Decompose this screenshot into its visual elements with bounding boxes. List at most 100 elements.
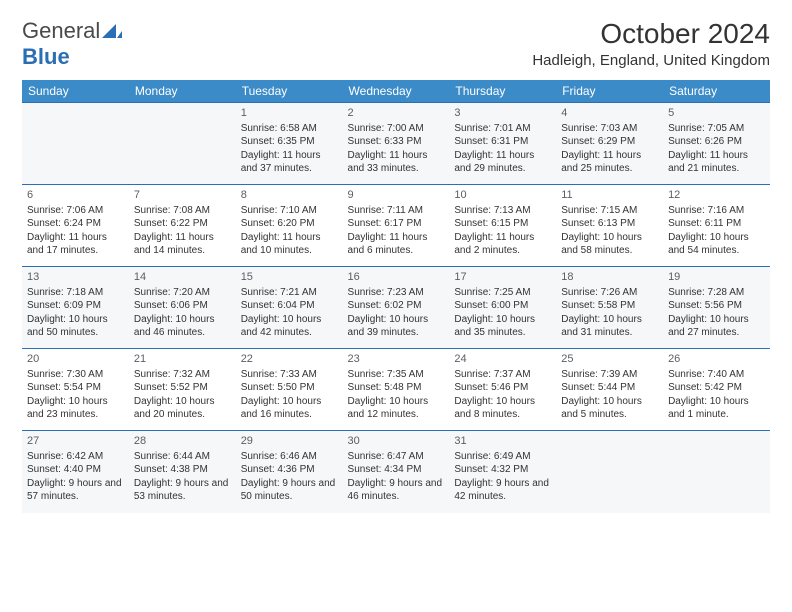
day-number: 21 [134, 352, 231, 367]
day-number: 9 [348, 188, 445, 203]
sunrise-line: Sunrise: 6:58 AM [241, 122, 338, 136]
daylight-line: Daylight: 10 hours and 1 minute. [668, 395, 765, 422]
calendar-day-cell: 18Sunrise: 7:26 AMSunset: 5:58 PMDayligh… [556, 267, 663, 349]
calendar-day-cell: 19Sunrise: 7:28 AMSunset: 5:56 PMDayligh… [663, 267, 770, 349]
daylight-line: Daylight: 10 hours and 58 minutes. [561, 231, 658, 258]
sunset-line: Sunset: 4:40 PM [27, 463, 124, 477]
daylight-line: Daylight: 10 hours and 54 minutes. [668, 231, 765, 258]
sunrise-line: Sunrise: 6:47 AM [348, 450, 445, 464]
day-number: 6 [27, 188, 124, 203]
sunrise-line: Sunrise: 6:44 AM [134, 450, 231, 464]
daylight-line: Daylight: 9 hours and 46 minutes. [348, 477, 445, 504]
page-title: October 2024 [532, 18, 770, 50]
daylight-line: Daylight: 10 hours and 20 minutes. [134, 395, 231, 422]
daylight-line: Daylight: 11 hours and 29 minutes. [454, 149, 551, 176]
logo-word1: General [22, 18, 100, 43]
day-number: 2 [348, 106, 445, 121]
sunrise-line: Sunrise: 7:00 AM [348, 122, 445, 136]
column-header-tuesday: Tuesday [236, 80, 343, 103]
calendar-day-cell: 22Sunrise: 7:33 AMSunset: 5:50 PMDayligh… [236, 349, 343, 431]
sunset-line: Sunset: 5:46 PM [454, 381, 551, 395]
day-number: 5 [668, 106, 765, 121]
sunset-line: Sunset: 5:50 PM [241, 381, 338, 395]
sunrise-line: Sunrise: 7:21 AM [241, 286, 338, 300]
calendar-day-cell: 4Sunrise: 7:03 AMSunset: 6:29 PMDaylight… [556, 103, 663, 185]
calendar-week-row: 13Sunrise: 7:18 AMSunset: 6:09 PMDayligh… [22, 267, 770, 349]
sunset-line: Sunset: 6:17 PM [348, 217, 445, 231]
sunrise-line: Sunrise: 7:25 AM [454, 286, 551, 300]
sunrise-line: Sunrise: 7:26 AM [561, 286, 658, 300]
sunset-line: Sunset: 4:36 PM [241, 463, 338, 477]
day-number: 11 [561, 188, 658, 203]
sunrise-line: Sunrise: 7:28 AM [668, 286, 765, 300]
sunrise-line: Sunrise: 7:32 AM [134, 368, 231, 382]
day-number: 27 [27, 434, 124, 449]
sunset-line: Sunset: 4:34 PM [348, 463, 445, 477]
daylight-line: Daylight: 9 hours and 42 minutes. [454, 477, 551, 504]
daylight-line: Daylight: 11 hours and 21 minutes. [668, 149, 765, 176]
calendar-day-cell: 15Sunrise: 7:21 AMSunset: 6:04 PMDayligh… [236, 267, 343, 349]
sunset-line: Sunset: 6:09 PM [27, 299, 124, 313]
sunrise-line: Sunrise: 7:35 AM [348, 368, 445, 382]
sunset-line: Sunset: 6:31 PM [454, 135, 551, 149]
calendar-day-cell: 29Sunrise: 6:46 AMSunset: 4:36 PMDayligh… [236, 431, 343, 513]
sunrise-line: Sunrise: 7:40 AM [668, 368, 765, 382]
daylight-line: Daylight: 9 hours and 57 minutes. [27, 477, 124, 504]
sunrise-line: Sunrise: 7:15 AM [561, 204, 658, 218]
day-number: 3 [454, 106, 551, 121]
logo: General Blue [22, 18, 122, 70]
daylight-line: Daylight: 11 hours and 25 minutes. [561, 149, 658, 176]
logo-word2: Blue [22, 44, 70, 69]
sunset-line: Sunset: 6:04 PM [241, 299, 338, 313]
calendar-day-cell: 26Sunrise: 7:40 AMSunset: 5:42 PMDayligh… [663, 349, 770, 431]
daylight-line: Daylight: 10 hours and 42 minutes. [241, 313, 338, 340]
calendar-body: 1Sunrise: 6:58 AMSunset: 6:35 PMDaylight… [22, 103, 770, 513]
column-header-friday: Friday [556, 80, 663, 103]
sunset-line: Sunset: 6:24 PM [27, 217, 124, 231]
logo-text: General Blue [22, 18, 122, 70]
sunset-line: Sunset: 5:42 PM [668, 381, 765, 395]
day-number: 14 [134, 270, 231, 285]
calendar-day-cell: 30Sunrise: 6:47 AMSunset: 4:34 PMDayligh… [343, 431, 450, 513]
calendar-day-cell: 16Sunrise: 7:23 AMSunset: 6:02 PMDayligh… [343, 267, 450, 349]
calendar-week-row: 27Sunrise: 6:42 AMSunset: 4:40 PMDayligh… [22, 431, 770, 513]
day-number: 13 [27, 270, 124, 285]
column-header-monday: Monday [129, 80, 236, 103]
day-number: 8 [241, 188, 338, 203]
sunrise-line: Sunrise: 7:03 AM [561, 122, 658, 136]
sunset-line: Sunset: 5:56 PM [668, 299, 765, 313]
sunrise-line: Sunrise: 7:08 AM [134, 204, 231, 218]
calendar-day-cell: 2Sunrise: 7:00 AMSunset: 6:33 PMDaylight… [343, 103, 450, 185]
sunrise-line: Sunrise: 7:23 AM [348, 286, 445, 300]
daylight-line: Daylight: 11 hours and 14 minutes. [134, 231, 231, 258]
daylight-line: Daylight: 10 hours and 50 minutes. [27, 313, 124, 340]
calendar-day-cell: 8Sunrise: 7:10 AMSunset: 6:20 PMDaylight… [236, 185, 343, 267]
sunset-line: Sunset: 6:06 PM [134, 299, 231, 313]
sunset-line: Sunset: 5:52 PM [134, 381, 231, 395]
location-text: Hadleigh, England, United Kingdom [532, 52, 770, 69]
daylight-line: Daylight: 10 hours and 12 minutes. [348, 395, 445, 422]
calendar-header-row: SundayMondayTuesdayWednesdayThursdayFrid… [22, 80, 770, 103]
daylight-line: Daylight: 10 hours and 8 minutes. [454, 395, 551, 422]
daylight-line: Daylight: 10 hours and 5 minutes. [561, 395, 658, 422]
calendar-day-cell: 20Sunrise: 7:30 AMSunset: 5:54 PMDayligh… [22, 349, 129, 431]
day-number: 25 [561, 352, 658, 367]
calendar-day-cell: 25Sunrise: 7:39 AMSunset: 5:44 PMDayligh… [556, 349, 663, 431]
day-number: 29 [241, 434, 338, 449]
calendar-empty-cell [22, 103, 129, 185]
calendar-empty-cell [129, 103, 236, 185]
calendar-day-cell: 6Sunrise: 7:06 AMSunset: 6:24 PMDaylight… [22, 185, 129, 267]
day-number: 10 [454, 188, 551, 203]
sunset-line: Sunset: 6:00 PM [454, 299, 551, 313]
sunrise-line: Sunrise: 7:01 AM [454, 122, 551, 136]
daylight-line: Daylight: 10 hours and 16 minutes. [241, 395, 338, 422]
calendar-day-cell: 28Sunrise: 6:44 AMSunset: 4:38 PMDayligh… [129, 431, 236, 513]
sunset-line: Sunset: 6:29 PM [561, 135, 658, 149]
daylight-line: Daylight: 11 hours and 10 minutes. [241, 231, 338, 258]
sunrise-line: Sunrise: 7:10 AM [241, 204, 338, 218]
sunset-line: Sunset: 4:32 PM [454, 463, 551, 477]
sunrise-line: Sunrise: 6:42 AM [27, 450, 124, 464]
calendar-day-cell: 21Sunrise: 7:32 AMSunset: 5:52 PMDayligh… [129, 349, 236, 431]
day-number: 18 [561, 270, 658, 285]
day-number: 7 [134, 188, 231, 203]
